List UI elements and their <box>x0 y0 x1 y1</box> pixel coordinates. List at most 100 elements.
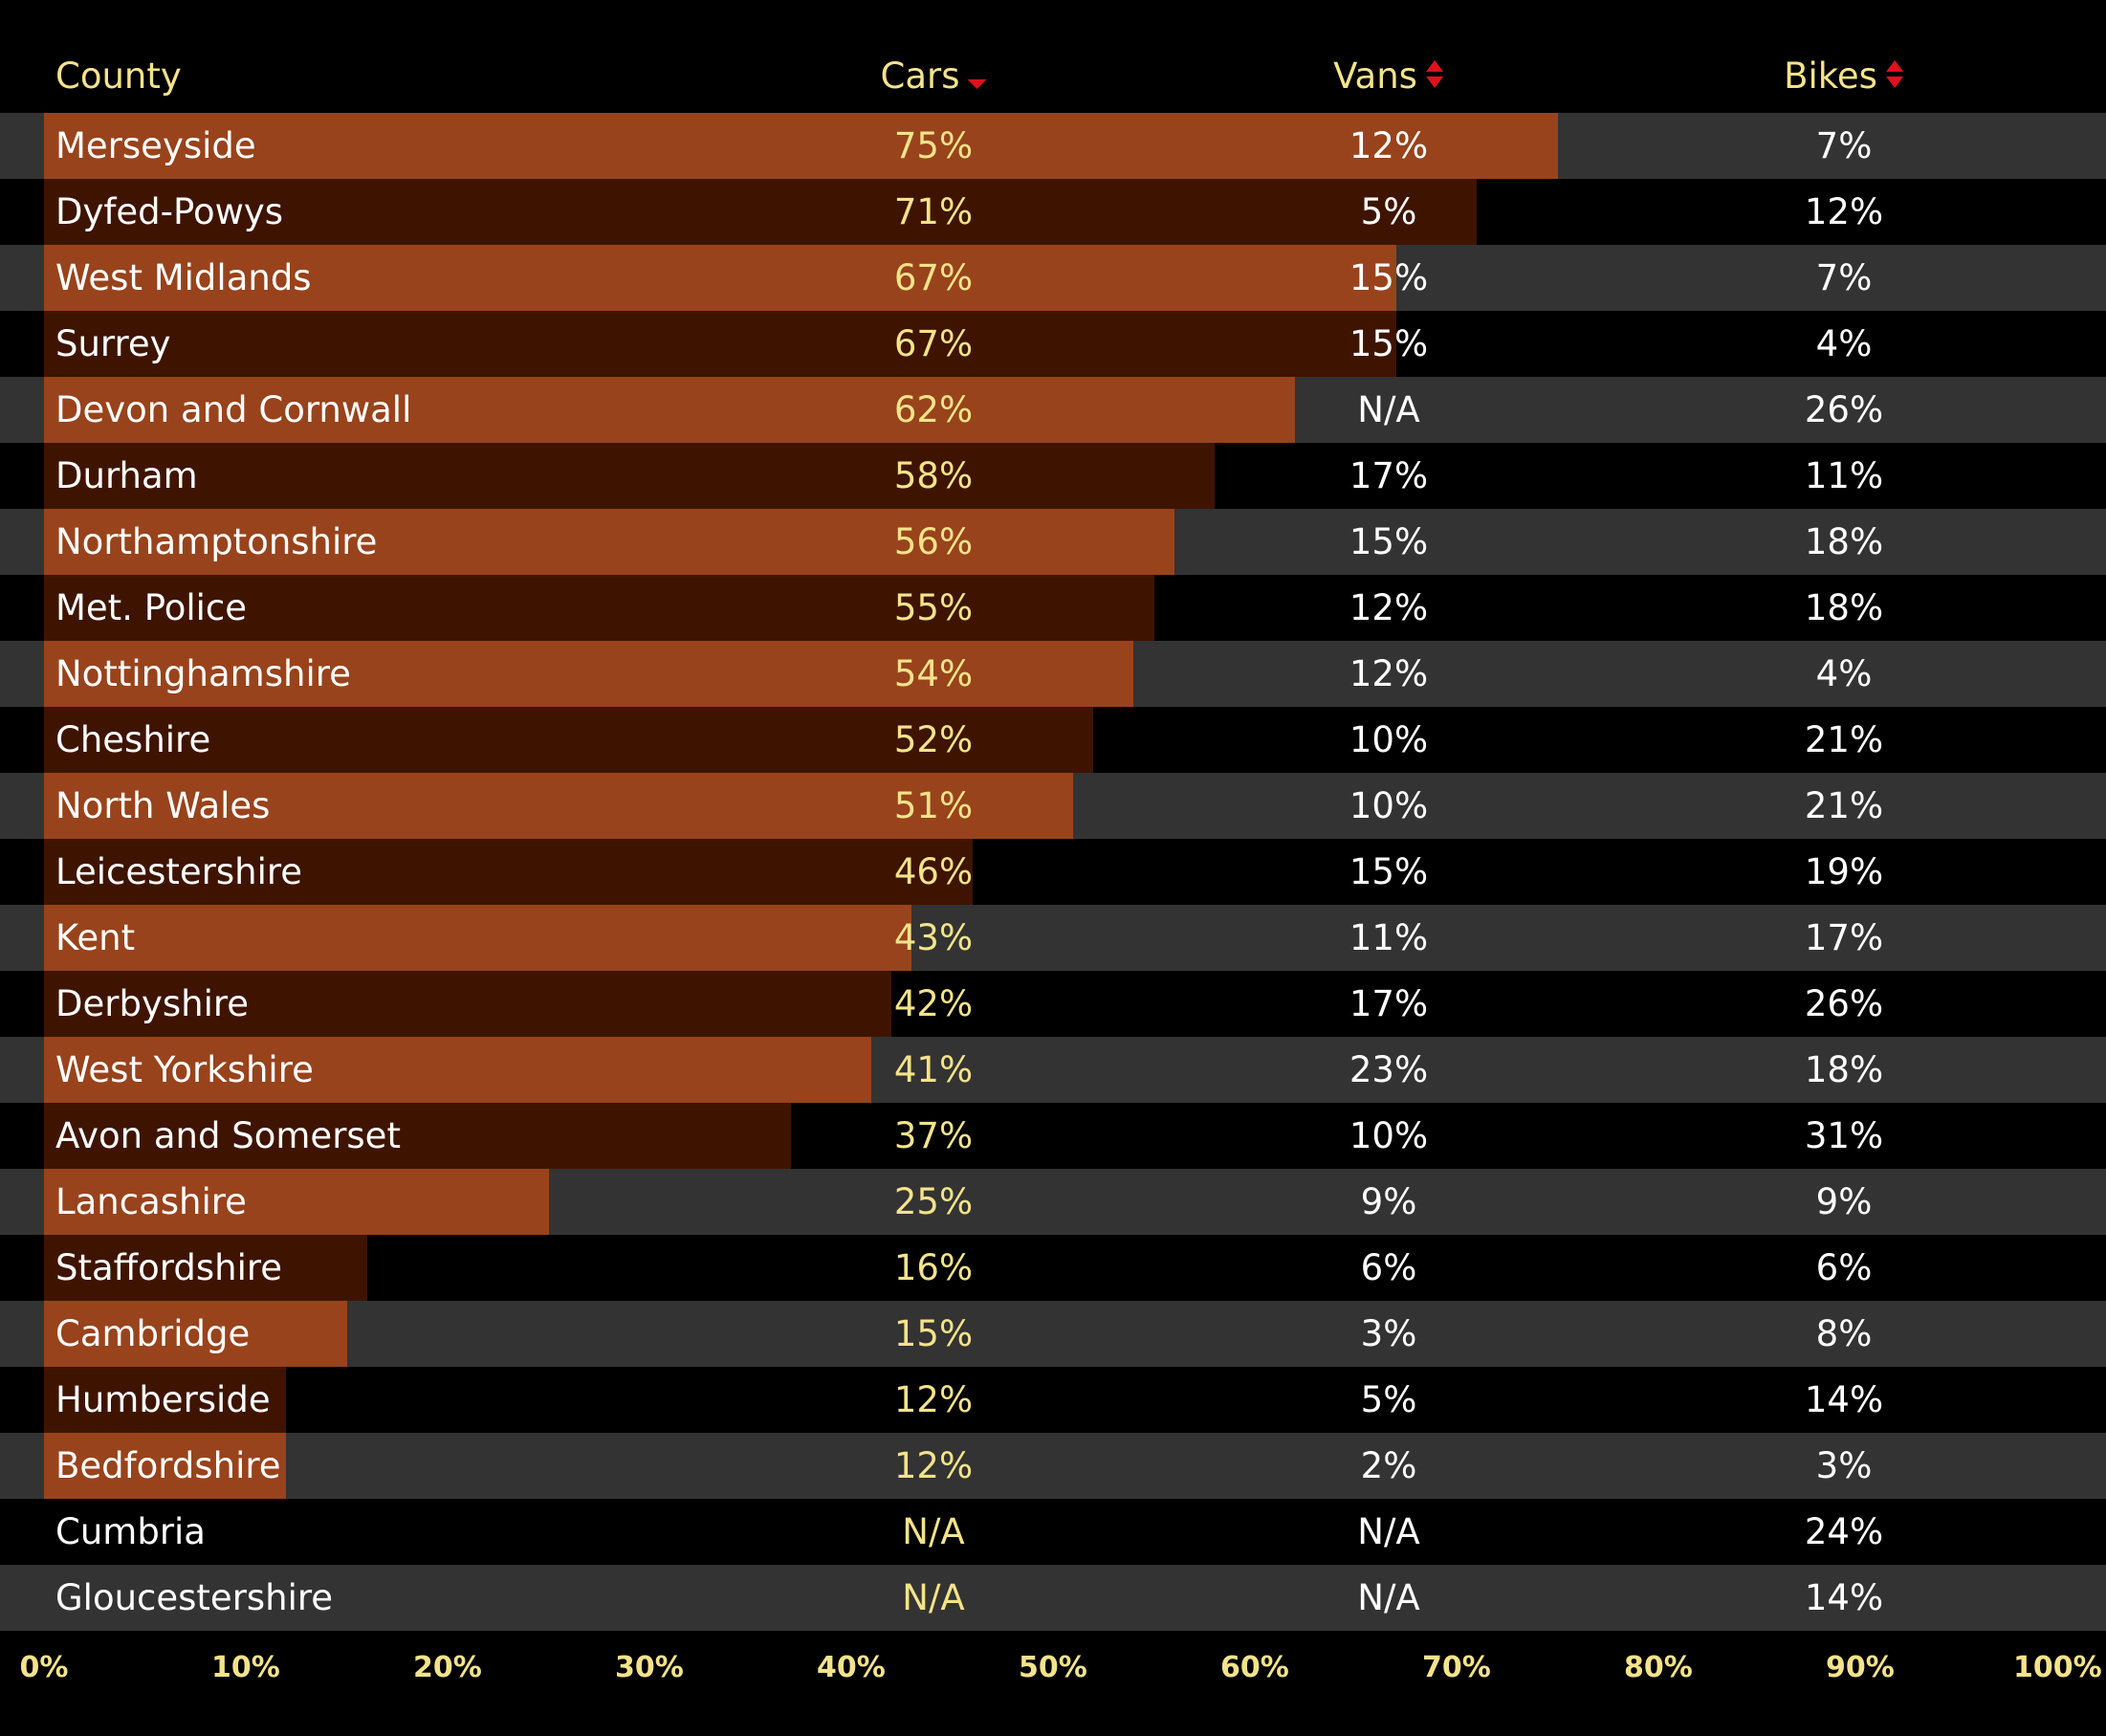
cars-value: 41% <box>893 1049 974 1090</box>
county-name: Leicestershire <box>55 851 303 892</box>
cars-value: 25% <box>893 1181 974 1222</box>
county-name: North Wales <box>55 785 271 826</box>
vans-value: 17% <box>1349 455 1429 496</box>
cars-bar <box>44 971 892 1037</box>
vans-value: 11% <box>1349 917 1429 958</box>
cars-bar <box>44 773 1074 839</box>
table-header: County Cars Vans Bikes <box>0 0 2106 113</box>
bikes-value: 7% <box>1815 125 1873 166</box>
vans-value: 23% <box>1349 1049 1429 1090</box>
cars-bar <box>44 1037 872 1103</box>
x-tick-label: 60% <box>1220 1651 1289 1684</box>
bikes-value: 18% <box>1804 587 1884 628</box>
county-name: Staffordshire <box>55 1247 283 1288</box>
county-name: Cheshire <box>55 719 211 760</box>
bikes-value: 19% <box>1804 851 1884 892</box>
table-row: Northamptonshire 56% 15% 18% <box>0 509 2106 575</box>
bikes-value: 9% <box>1815 1181 1873 1222</box>
county-name: Cambridge <box>55 1313 251 1354</box>
county-name: Cumbria <box>55 1511 206 1552</box>
cars-bar <box>44 1367 287 1433</box>
table-row: Derbyshire 42% 17% 26% <box>0 971 2106 1037</box>
vans-value: 15% <box>1349 851 1429 892</box>
sort-both-icon[interactable] <box>1425 57 1444 99</box>
county-name: Lancashire <box>55 1181 247 1222</box>
cars-column-header[interactable]: Cars <box>881 55 987 99</box>
cars-value: 51% <box>893 785 974 826</box>
county-name: Kent <box>55 917 136 958</box>
x-tick-label: 20% <box>413 1651 482 1684</box>
table-row: Gloucestershire N/A N/A 14% <box>0 1565 2106 1631</box>
cars-value: 58% <box>893 455 974 496</box>
cars-value: 12% <box>893 1445 974 1486</box>
table-row: Nottinghamshire 54% 12% 4% <box>0 641 2106 707</box>
county-column-header[interactable]: County <box>55 55 182 97</box>
bikes-value: 24% <box>1804 1511 1884 1552</box>
table-row: Kent 43% 11% 17% <box>0 905 2106 971</box>
cars-bar <box>44 1169 549 1235</box>
bikes-column-header[interactable]: Bikes <box>1784 55 1904 99</box>
cars-value: 16% <box>893 1247 974 1288</box>
table-row: West Midlands 67% 15% 7% <box>0 245 2106 311</box>
vans-value: 12% <box>1349 653 1429 694</box>
cars-bar <box>44 839 973 905</box>
table-row: Bedfordshire 12% 2% 3% <box>0 1433 2106 1499</box>
county-name: Avon and Somerset <box>55 1115 401 1156</box>
table-row: Cambridge 15% 3% 8% <box>0 1301 2106 1367</box>
bikes-value: 7% <box>1815 257 1873 298</box>
vans-value: 10% <box>1349 719 1429 760</box>
bikes-value: 6% <box>1815 1247 1873 1288</box>
county-name: Dyfed-Powys <box>55 191 284 232</box>
table-row: Durham 58% 17% 11% <box>0 443 2106 509</box>
county-name: Durham <box>55 455 198 496</box>
table-row: Lancashire 25% 9% 9% <box>0 1169 2106 1235</box>
cars-bar <box>44 1301 347 1367</box>
x-tick-label: 80% <box>1624 1651 1693 1684</box>
sort-down-icon[interactable] <box>967 57 987 99</box>
cars-bar <box>44 575 1154 641</box>
x-tick-label: 30% <box>615 1651 684 1684</box>
cars-value: 55% <box>893 587 974 628</box>
cars-value: 12% <box>893 1379 974 1420</box>
table-row: Dyfed-Powys 71% 5% 12% <box>0 179 2106 245</box>
vans-column-header[interactable]: Vans <box>1333 55 1444 99</box>
cars-value: 56% <box>893 521 974 562</box>
cars-value: 75% <box>893 125 974 166</box>
bikes-value: 26% <box>1804 389 1884 430</box>
cars-value: N/A <box>902 1577 965 1618</box>
cars-value: 46% <box>893 851 974 892</box>
county-header-label: County <box>55 55 182 97</box>
bikes-value: 21% <box>1804 785 1884 826</box>
x-tick-label: 40% <box>817 1651 886 1684</box>
sort-both-icon[interactable] <box>1885 57 1904 99</box>
vans-value: 15% <box>1349 521 1429 562</box>
cars-value: 54% <box>893 653 974 694</box>
vans-value: 17% <box>1349 983 1429 1024</box>
table-row: Staffordshire 16% 6% 6% <box>0 1235 2106 1301</box>
vans-value: 3% <box>1360 1313 1417 1354</box>
county-name: Humberside <box>55 1379 271 1420</box>
data-table: County Cars Vans Bikes Merseyside 75% 12% 7… <box>0 0 2106 1631</box>
cars-value: 67% <box>893 257 974 298</box>
cars-bar <box>44 245 1396 311</box>
table-row: Cumbria N/A N/A 24% <box>0 1499 2106 1565</box>
county-name: Northamptonshire <box>55 521 378 562</box>
cars-bar <box>44 1103 791 1169</box>
table-row: Humberside 12% 5% 14% <box>0 1367 2106 1433</box>
cars-header-label: Cars <box>880 55 960 97</box>
vans-value: N/A <box>1357 1511 1420 1552</box>
vans-value: 10% <box>1349 1115 1429 1156</box>
vans-header-label: Vans <box>1333 55 1417 97</box>
table-row: North Wales 51% 10% 21% <box>0 773 2106 839</box>
bikes-value: 18% <box>1804 1049 1884 1090</box>
table-body: Merseyside 75% 12% 7% Dyfed-Powys 71% 5% 12% Wes… <box>0 113 2106 1631</box>
x-tick-label: 0% <box>19 1651 69 1684</box>
vans-value: 12% <box>1349 587 1429 628</box>
bikes-header-label: Bikes <box>1784 55 1877 97</box>
county-name: Derbyshire <box>55 983 250 1024</box>
cars-bar <box>44 641 1134 707</box>
table-row: Met. Police 55% 12% 18% <box>0 575 2106 641</box>
vans-value: 6% <box>1360 1247 1417 1288</box>
cars-bar <box>44 179 1478 245</box>
bikes-value: 17% <box>1804 917 1884 958</box>
